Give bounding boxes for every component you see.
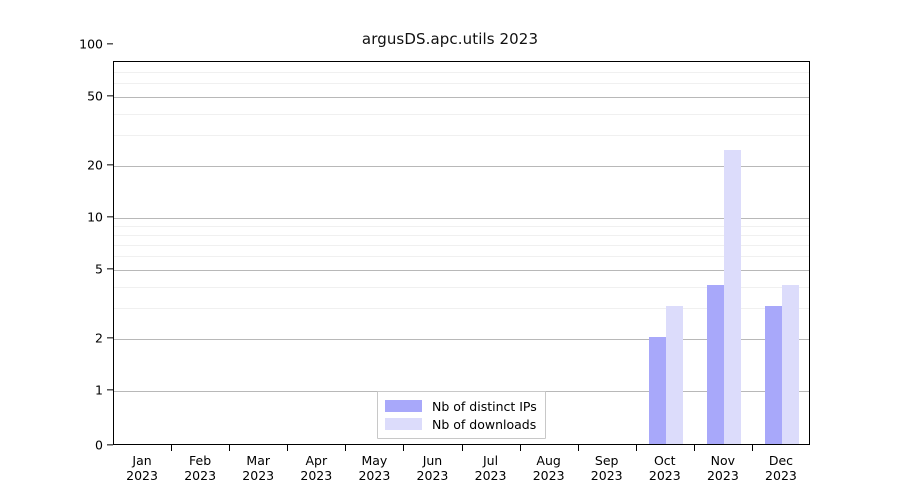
x-axis-tick-year: 2023 bbox=[184, 468, 217, 483]
y-axis-tick-mark bbox=[107, 43, 113, 45]
x-axis-tick-year: 2023 bbox=[532, 468, 565, 483]
x-axis-tick-label: Nov 2023 bbox=[688, 453, 758, 483]
legend-item-distinct-ips: Nb of distinct IPs bbox=[385, 397, 537, 415]
gridline-minor bbox=[114, 235, 809, 236]
chart-legend: Nb of distinct IPs Nb of downloads bbox=[377, 391, 546, 439]
y-axis-tick-label: 20 bbox=[87, 157, 103, 173]
y-axis-tick-label: 10 bbox=[87, 209, 103, 225]
bar-nov-2023-distinct-ips bbox=[707, 285, 724, 444]
x-axis-tick-label: Apr 2023 bbox=[281, 453, 351, 483]
gridline-major bbox=[114, 339, 809, 340]
legend-swatch-icon-downloads bbox=[385, 418, 422, 430]
x-axis-tick-year: 2023 bbox=[126, 468, 158, 483]
x-axis-tick-label: Jan 2023 bbox=[107, 453, 177, 483]
y-axis-tick-label: 2 bbox=[95, 330, 103, 346]
y-axis-tick-label: 1 bbox=[95, 382, 103, 398]
x-axis-tick-year: 2023 bbox=[648, 468, 681, 483]
x-axis-tick-month: Mar bbox=[246, 453, 270, 468]
x-axis-tick-month: Nov bbox=[710, 453, 736, 468]
x-axis-tick-mark bbox=[752, 445, 754, 451]
x-axis-tick-label: Jul 2023 bbox=[456, 453, 526, 483]
legend-label-distinct-ips: Nb of distinct IPs bbox=[432, 398, 537, 414]
gridline-major bbox=[114, 218, 809, 219]
x-axis-tick-month: Jun bbox=[422, 453, 443, 468]
y-axis-tick-mark bbox=[107, 164, 113, 166]
x-axis-tick-month: Dec bbox=[768, 453, 794, 468]
y-axis-tick-mark bbox=[107, 444, 113, 446]
gridline-minor bbox=[114, 245, 809, 246]
y-axis-tick-label: 100 bbox=[79, 36, 103, 52]
y-axis-tick-label: 5 bbox=[95, 261, 103, 277]
gridline-minor bbox=[114, 308, 809, 309]
y-axis-tick-mark bbox=[107, 337, 113, 339]
x-axis-tick-label: Aug 2023 bbox=[514, 453, 584, 483]
x-axis-tick-month: Jul bbox=[482, 453, 499, 468]
x-axis-tick-year: 2023 bbox=[242, 468, 275, 483]
x-axis-tick-label: Mar 2023 bbox=[223, 453, 293, 483]
x-axis-tick-year: 2023 bbox=[300, 468, 333, 483]
x-axis-tick-mark bbox=[462, 445, 464, 451]
x-axis-tick-year: 2023 bbox=[474, 468, 507, 483]
x-axis-tick-mark bbox=[520, 445, 522, 451]
y-axis-tick-mark bbox=[107, 216, 113, 218]
x-axis-tick-label: Sep 2023 bbox=[572, 453, 642, 483]
x-axis-tick-mark bbox=[345, 445, 347, 451]
bar-oct-2023-distinct-ips bbox=[649, 337, 666, 444]
x-axis-tick-year: 2023 bbox=[765, 468, 797, 483]
legend-label-downloads: Nb of downloads bbox=[432, 416, 537, 432]
plot-area bbox=[113, 61, 810, 445]
x-axis-tick-month: Sep bbox=[594, 453, 619, 468]
bar-dec-2023-downloads bbox=[782, 285, 799, 444]
x-axis-tick-label: Feb 2023 bbox=[165, 453, 235, 483]
x-axis-tick-year: 2023 bbox=[590, 468, 623, 483]
y-axis-tick-mark bbox=[107, 389, 113, 391]
gridline-major bbox=[114, 97, 809, 98]
x-axis-tick-label: May 2023 bbox=[339, 453, 409, 483]
gridline-major bbox=[114, 270, 809, 271]
x-axis-tick-year: 2023 bbox=[416, 468, 449, 483]
x-axis-tick-label: Dec 2023 bbox=[746, 453, 816, 483]
y-axis-tick-label: 50 bbox=[87, 88, 103, 104]
y-axis-tick-mark bbox=[107, 268, 113, 270]
x-axis-tick-mark bbox=[694, 445, 696, 451]
x-axis-tick-mark bbox=[636, 445, 638, 451]
gridline-minor bbox=[114, 135, 809, 136]
x-axis-tick-month: Aug bbox=[536, 453, 561, 468]
x-axis-tick-month: Apr bbox=[305, 453, 328, 468]
gridline-minor bbox=[114, 287, 809, 288]
bar-nov-2023-downloads bbox=[724, 150, 741, 444]
gridline-minor bbox=[114, 72, 809, 73]
y-axis-tick-mark bbox=[107, 95, 113, 97]
x-axis-tick-year: 2023 bbox=[706, 468, 739, 483]
x-axis-tick-year: 2023 bbox=[358, 468, 391, 483]
x-axis-tick-label: Jun 2023 bbox=[397, 453, 467, 483]
x-axis-tick-month: Oct bbox=[653, 453, 676, 468]
bar-oct-2023-downloads bbox=[666, 306, 683, 444]
x-axis-tick-mark bbox=[229, 445, 231, 451]
y-axis-tick-label: 0 bbox=[95, 437, 103, 453]
gridline-minor bbox=[114, 226, 809, 227]
x-axis-tick-month: Jan bbox=[132, 453, 152, 468]
legend-swatch-icon-distinct-ips bbox=[385, 400, 422, 412]
x-axis-tick-mark bbox=[287, 445, 289, 451]
x-axis-tick-mark bbox=[578, 445, 580, 451]
gridline-minor bbox=[114, 256, 809, 257]
bar-dec-2023-distinct-ips bbox=[765, 306, 782, 444]
x-axis-tick-month: May bbox=[361, 453, 388, 468]
gridline-minor bbox=[114, 83, 809, 84]
gridline-major bbox=[114, 166, 809, 167]
x-axis-tick-label: Oct 2023 bbox=[630, 453, 700, 483]
legend-item-downloads: Nb of downloads bbox=[385, 415, 537, 433]
gridline-minor bbox=[114, 114, 809, 115]
chart-title: argusDS.apc.utils 2023 bbox=[361, 30, 539, 48]
x-axis-tick-mark bbox=[403, 445, 405, 451]
x-axis-tick-month: Feb bbox=[189, 453, 212, 468]
x-axis-tick-mark bbox=[171, 445, 173, 451]
